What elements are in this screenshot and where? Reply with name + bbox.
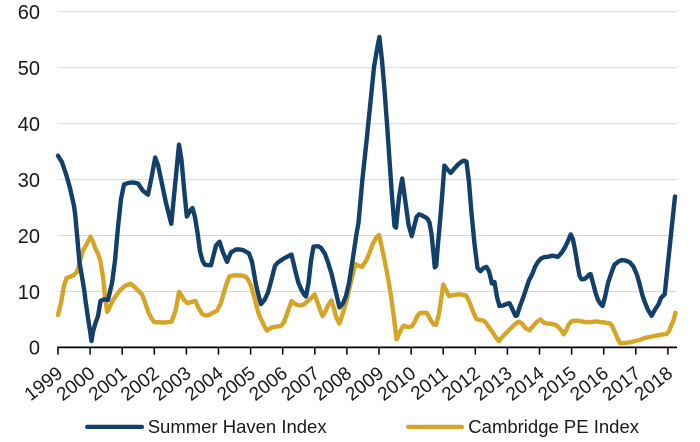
svg-text:40: 40 [18, 114, 40, 136]
svg-text:0: 0 [29, 338, 40, 360]
svg-text:50: 50 [18, 58, 40, 80]
svg-text:2018: 2018 [631, 363, 677, 406]
svg-text:20: 20 [18, 226, 40, 248]
svg-text:10: 10 [18, 282, 40, 304]
svg-text:30: 30 [18, 170, 40, 192]
svg-text:Summer Haven Index: Summer Haven Index [148, 416, 328, 437]
svg-text:Cambridge PE Index: Cambridge PE Index [468, 416, 639, 437]
svg-text:60: 60 [18, 2, 40, 24]
